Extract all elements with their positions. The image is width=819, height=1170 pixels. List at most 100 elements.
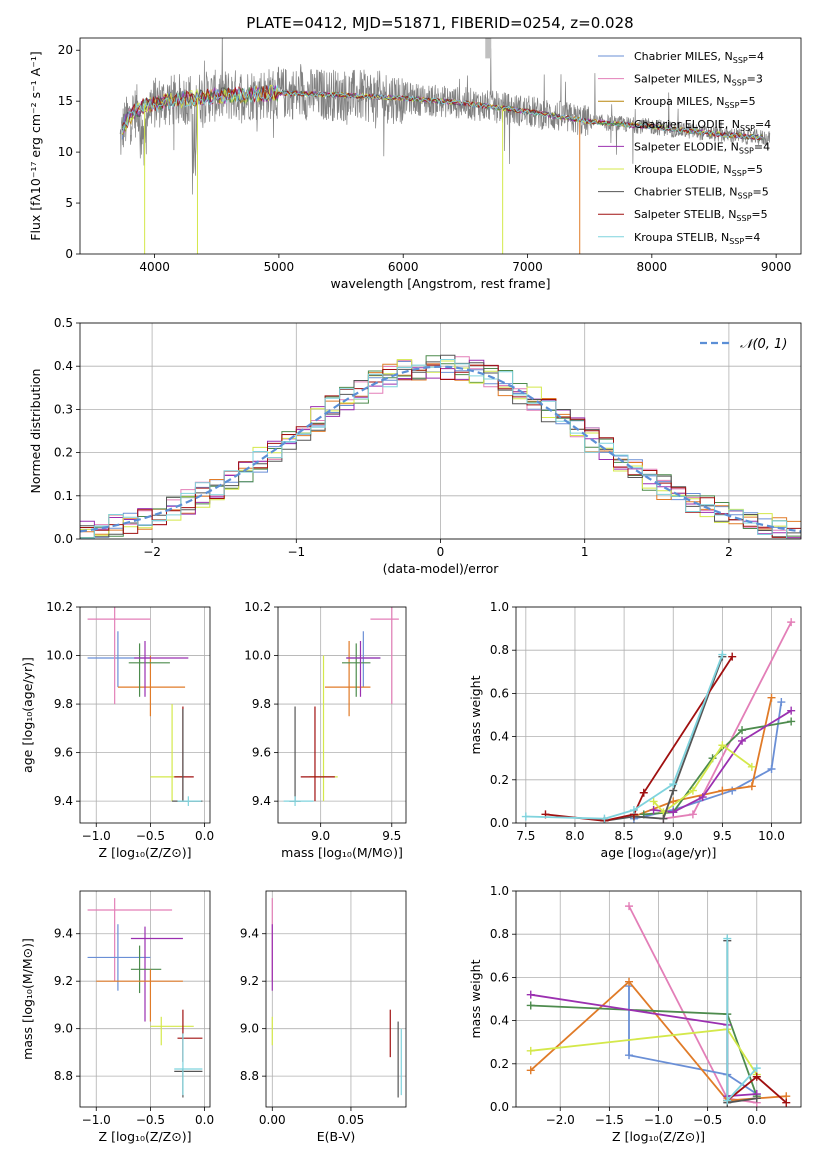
data-point-marker: [728, 652, 737, 661]
y-tick-label: 10.0: [46, 649, 73, 663]
x-tick-label: 0.05: [338, 1113, 365, 1127]
data-point-marker: [649, 797, 658, 806]
errorbar-point: [346, 631, 381, 688]
y-tick-label: 0.0: [54, 532, 73, 546]
data-point-marker: [698, 793, 707, 802]
y-tick-label: 9.0: [240, 1022, 259, 1036]
x-tick-label: 0.0: [195, 1113, 214, 1127]
y-tick-label: 0.0: [490, 816, 509, 830]
plot-area: [521, 618, 796, 823]
errorbar-point: [87, 631, 151, 688]
masked-region: [485, 38, 492, 59]
data-point-marker: [521, 812, 530, 821]
data-point-marker: [718, 786, 727, 795]
chart-mass_vs_ebv: 0.00 0.05 8.8 9.0 9.2 9.4 E(B-V): [240, 890, 407, 1144]
x-axis-label: Z [log₁₀(Z/Z⊙)]: [99, 845, 192, 860]
data-point-marker: [752, 1072, 761, 1081]
data-point-marker: [629, 806, 638, 815]
data-point-marker: [787, 618, 796, 627]
data-point-marker: [659, 814, 668, 823]
data-point-marker: [669, 808, 678, 817]
y-tick-label: 15: [58, 94, 73, 108]
x-tick-label: 10.0: [758, 829, 785, 843]
legend-label: Kroupa ELODIE, NSSP=5: [634, 163, 763, 178]
plot-area: [283, 607, 399, 807]
axes-frame: [79, 890, 211, 1108]
data-point-marker: [718, 741, 727, 750]
plot-area: [526, 902, 791, 1107]
y-tick-label: 5: [65, 196, 73, 210]
data-point-marker: [625, 1051, 634, 1060]
legend-label: Chabrier MILES, NSSP=4: [634, 50, 764, 65]
x-axis-label: wavelength [Angstrom, rest frame]: [330, 276, 550, 291]
x-axis-label: age [log₁₀(age/yr)]: [601, 845, 717, 860]
x-tick-label: −0.5: [136, 1113, 165, 1127]
data-point-marker: [625, 977, 634, 986]
x-tick-label: −2.0: [546, 1113, 575, 1127]
x-tick-label: 9000: [761, 260, 792, 274]
data-point-marker: [526, 1066, 535, 1075]
x-axis-label: Z [log₁₀(Z/Z⊙)]: [612, 1129, 705, 1144]
legend: Chabrier MILES, NSSP=4 Salpeter MILES, NS…: [598, 50, 771, 246]
plot-area: [271, 898, 402, 1098]
data-point-marker: [738, 726, 747, 735]
x-tick-label: −1: [287, 545, 305, 559]
plot-area: [87, 898, 203, 1098]
y-tick-label: 10: [58, 145, 73, 159]
y-tick-label: 0.3: [54, 402, 73, 416]
x-tick-label: −1.5: [595, 1113, 624, 1127]
y-tick-label: 0.0: [490, 1100, 509, 1114]
data-point-marker: [767, 693, 776, 702]
data-point-marker: [787, 717, 796, 726]
y-tick-label: 0.8: [490, 643, 509, 657]
legend-label: Kroupa STELIB, NSSP=4: [634, 231, 760, 246]
x-tick-label: 8.0: [565, 829, 584, 843]
errorbar-point: [134, 640, 189, 697]
model-spectrum: [121, 84, 763, 140]
chart-age_vs_mass: 9.0 9.5 9.4 9.6 9.8 10.0 10.2 mass [log₁₀(M/M⊙)…: [244, 600, 407, 860]
x-tick-label: −0.5: [136, 829, 165, 843]
y-tick-label: 0.8: [490, 927, 509, 941]
data-point-marker: [600, 814, 609, 823]
plot-area: [119, 38, 771, 254]
data-point-marker: [738, 736, 747, 745]
x-tick-label: 0.00: [259, 1113, 286, 1127]
chart-residuals: −2 −1 0 1 2 0.0 0.1 0.2 0.3 0.4 0.5 (data-model)/er…: [28, 316, 802, 576]
x-axis-label: E(B-V): [317, 1129, 356, 1144]
plot-area: [87, 607, 203, 807]
data-point-marker: [718, 650, 727, 659]
errorbar-point: [346, 640, 381, 697]
y-tick-label: 9.8: [252, 697, 271, 711]
data-point-marker: [526, 1046, 535, 1055]
axes-frame: [79, 37, 802, 255]
data-point-marker: [649, 806, 658, 815]
mass-weight-line: [726, 938, 758, 1103]
axes-frame: [265, 890, 407, 1108]
axes-frame: [79, 322, 802, 540]
y-tick-label: 0.6: [490, 686, 509, 700]
errorbar-point: [96, 969, 183, 1022]
x-tick-label: 8000: [637, 260, 668, 274]
y-tick-label: 9.6: [252, 746, 271, 760]
data-point-marker: [728, 786, 737, 795]
legend-label: Salpeter ELODIE, NSSP=4: [634, 140, 770, 155]
data-point-marker: [747, 782, 756, 791]
y-tick-label: 20: [58, 43, 73, 57]
x-tick-label: 9.0: [311, 829, 330, 843]
data-point-marker: [723, 934, 732, 943]
model-spectrum: [121, 85, 763, 140]
y-tick-label: 0: [65, 247, 73, 261]
data-point-marker: [688, 810, 697, 819]
data-point-marker: [639, 788, 648, 797]
x-tick-label: 9.5: [713, 829, 732, 843]
errorbar-point: [289, 706, 301, 802]
x-tick-label: 1: [581, 545, 589, 559]
data-point-marker: [526, 1001, 535, 1010]
chart-mass_weight_vs_Z: −2.0 −1.5 −1.0 −0.5 0.0 0.0 0.2 0.4 0.6 0.8 1.0 Z […: [468, 884, 802, 1144]
x-axis-label: (data-model)/error: [383, 561, 500, 576]
data-point-marker: [625, 902, 634, 911]
errorbar-point: [172, 708, 203, 802]
y-tick-label: 1.0: [490, 600, 509, 614]
data-point-marker: [723, 1096, 732, 1105]
